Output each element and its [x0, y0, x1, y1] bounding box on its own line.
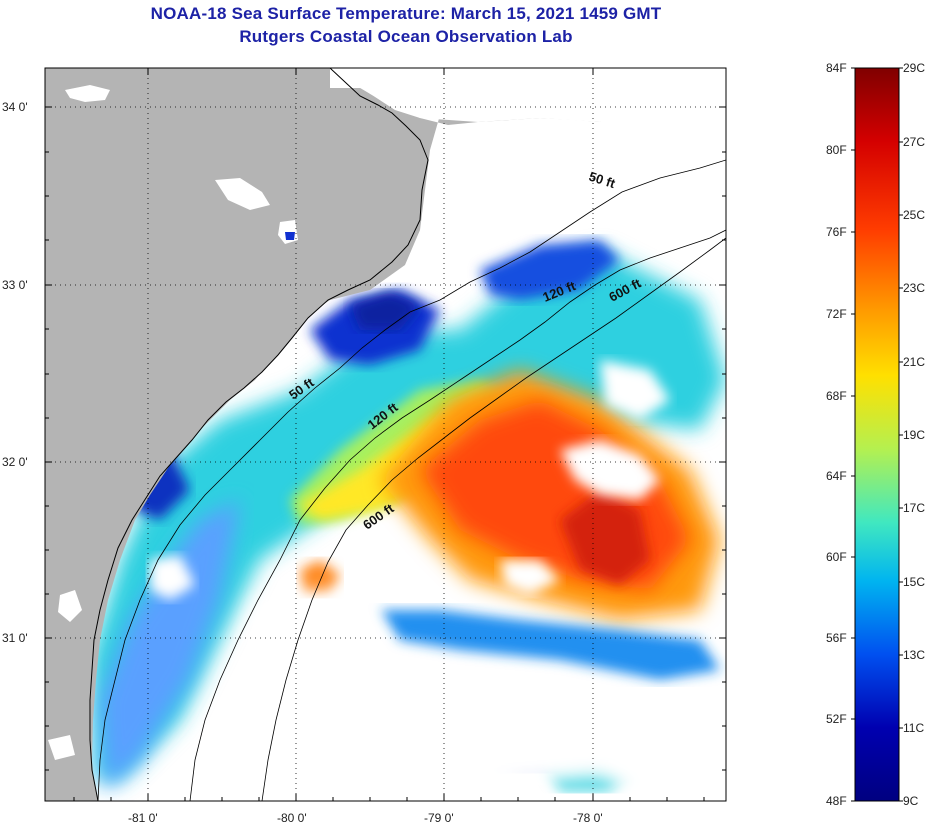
map-subtitle: Rutgers Coastal Ocean Observation Lab — [239, 27, 573, 46]
map-ticks — [45, 68, 726, 801]
cb-c-11: 11C — [903, 721, 925, 735]
lon-label-79: -79 0' — [424, 811, 454, 825]
cb-f-76: 76F — [826, 225, 847, 239]
cb-f-64: 64F — [826, 469, 847, 483]
isobath-50ft — [97, 159, 726, 801]
cb-c-19: 19C — [903, 428, 926, 442]
map-plot-area: 50 ft 120 ft 600 ft 50 ft 120 ft 600 ft — [45, 68, 726, 801]
cb-c-9: 9C — [903, 794, 919, 808]
coastline — [89, 68, 429, 801]
cb-c-27: 27C — [903, 135, 926, 149]
graticule — [45, 68, 726, 801]
cb-f-84: 84F — [826, 61, 847, 75]
cb-f-56: 56F — [826, 631, 847, 645]
cb-c-23: 23C — [903, 281, 926, 295]
cb-f-68: 68F — [826, 389, 847, 403]
map-frame — [44, 67, 727, 802]
lon-label-81: -81 0' — [128, 811, 158, 825]
isobath-120ft — [189, 229, 726, 801]
cb-c-25: 25C — [903, 208, 926, 222]
cb-f-72: 72F — [826, 307, 847, 321]
cb-c-21: 21C — [903, 355, 926, 369]
land-west — [45, 68, 428, 801]
cb-c-15: 15C — [903, 575, 926, 589]
cb-f-60: 60F — [826, 550, 847, 564]
cb-f-52: 52F — [826, 712, 847, 726]
cb-c-17: 17C — [903, 501, 926, 515]
cb-f-80: 80F — [826, 143, 847, 157]
cb-f-48: 48F — [826, 794, 847, 808]
lon-label-80: -80 0' — [277, 811, 307, 825]
lat-label-33: 33 0' — [2, 278, 28, 292]
no-data-areas — [150, 360, 726, 801]
cb-c-13: 13C — [903, 648, 926, 662]
cb-c-29: 29C — [903, 61, 926, 75]
lat-label-34: 34 0' — [2, 100, 28, 114]
colorbar-ticks — [851, 67, 903, 802]
colorbar — [854, 67, 900, 802]
lat-label-32: 32 0' — [2, 455, 28, 469]
isobath-600ft — [261, 237, 726, 801]
lon-label-78: -78 0' — [573, 811, 603, 825]
lat-label-31: 31 0' — [2, 631, 28, 645]
map-title: NOAA-18 Sea Surface Temperature: March 1… — [150, 4, 662, 23]
